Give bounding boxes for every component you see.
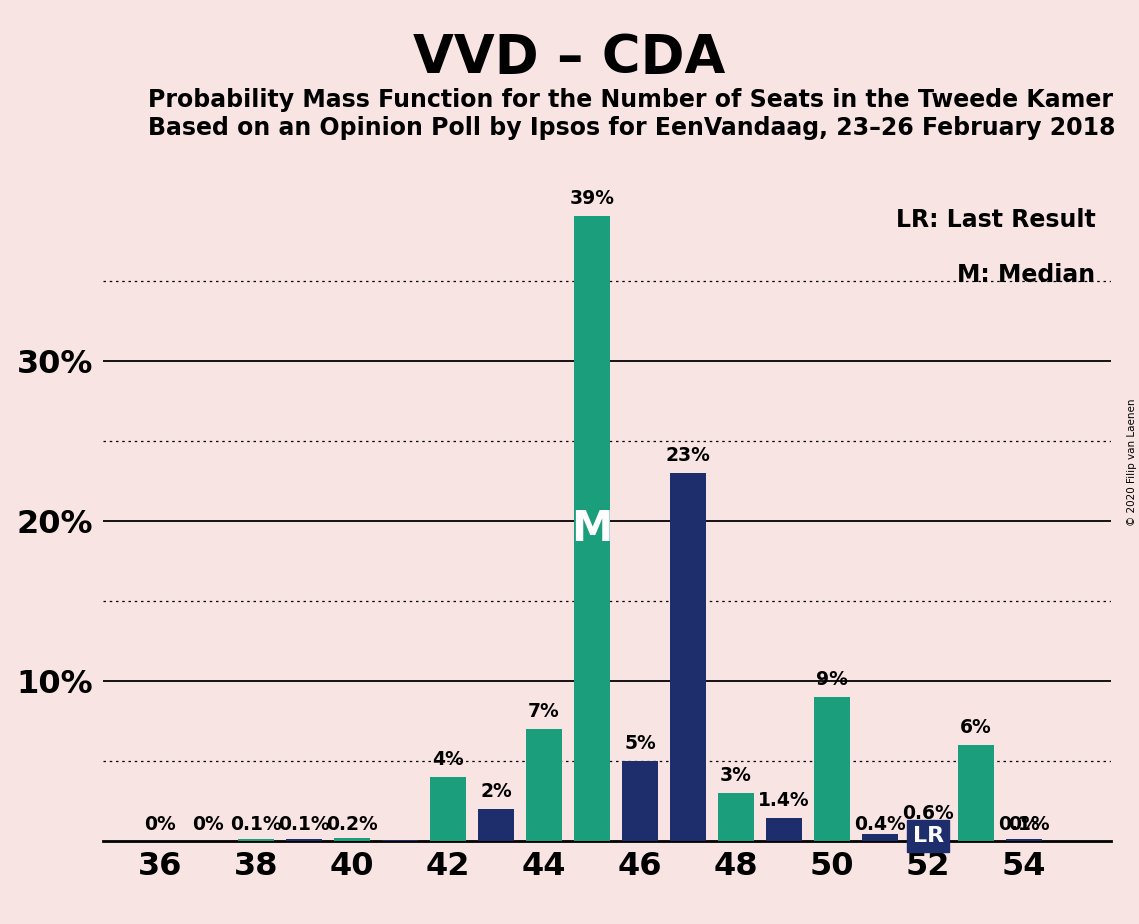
- Text: 0.4%: 0.4%: [854, 816, 906, 834]
- Text: 0%: 0%: [1008, 816, 1040, 834]
- Text: 0.6%: 0.6%: [902, 804, 954, 823]
- Text: LR: Last Result: LR: Last Result: [895, 208, 1096, 232]
- Bar: [767, 819, 802, 841]
- Text: M: Median: M: Median: [957, 262, 1096, 286]
- Bar: [958, 745, 994, 841]
- Text: 5%: 5%: [624, 734, 656, 753]
- Text: 23%: 23%: [665, 445, 711, 465]
- Text: 3%: 3%: [720, 766, 752, 784]
- Bar: [574, 216, 611, 841]
- Text: 6%: 6%: [960, 718, 992, 736]
- Bar: [1006, 839, 1042, 841]
- Text: 0.1%: 0.1%: [998, 816, 1050, 834]
- Text: Probability Mass Function for the Number of Seats in the Tweede Kamer: Probability Mass Function for the Number…: [148, 88, 1113, 112]
- Text: 9%: 9%: [817, 670, 849, 688]
- Text: 0%: 0%: [145, 816, 177, 834]
- Bar: [622, 760, 658, 841]
- Text: 4%: 4%: [432, 749, 464, 769]
- Text: 7%: 7%: [528, 701, 560, 721]
- Bar: [478, 808, 514, 841]
- Text: © 2020 Filip van Laenen: © 2020 Filip van Laenen: [1126, 398, 1137, 526]
- Text: 1.4%: 1.4%: [759, 792, 810, 810]
- Text: 0.1%: 0.1%: [278, 816, 330, 834]
- Bar: [670, 473, 706, 841]
- Text: 0%: 0%: [192, 816, 224, 834]
- Text: 2%: 2%: [481, 782, 513, 801]
- Text: VVD – CDA: VVD – CDA: [413, 32, 726, 84]
- Bar: [286, 839, 322, 841]
- Text: 39%: 39%: [570, 189, 615, 209]
- Bar: [334, 838, 370, 841]
- Bar: [431, 777, 466, 841]
- Text: 0.2%: 0.2%: [326, 816, 378, 834]
- Bar: [382, 840, 418, 841]
- Bar: [862, 834, 899, 841]
- Bar: [526, 729, 563, 841]
- Text: M: M: [572, 507, 613, 550]
- Text: LR: LR: [912, 826, 944, 846]
- Text: 0.1%: 0.1%: [230, 816, 282, 834]
- Bar: [814, 697, 850, 841]
- Bar: [718, 793, 754, 841]
- Bar: [238, 839, 274, 841]
- Text: Based on an Opinion Poll by Ipsos for EenVandaag, 23–26 February 2018: Based on an Opinion Poll by Ipsos for Ee…: [148, 116, 1115, 140]
- Bar: [910, 832, 947, 841]
